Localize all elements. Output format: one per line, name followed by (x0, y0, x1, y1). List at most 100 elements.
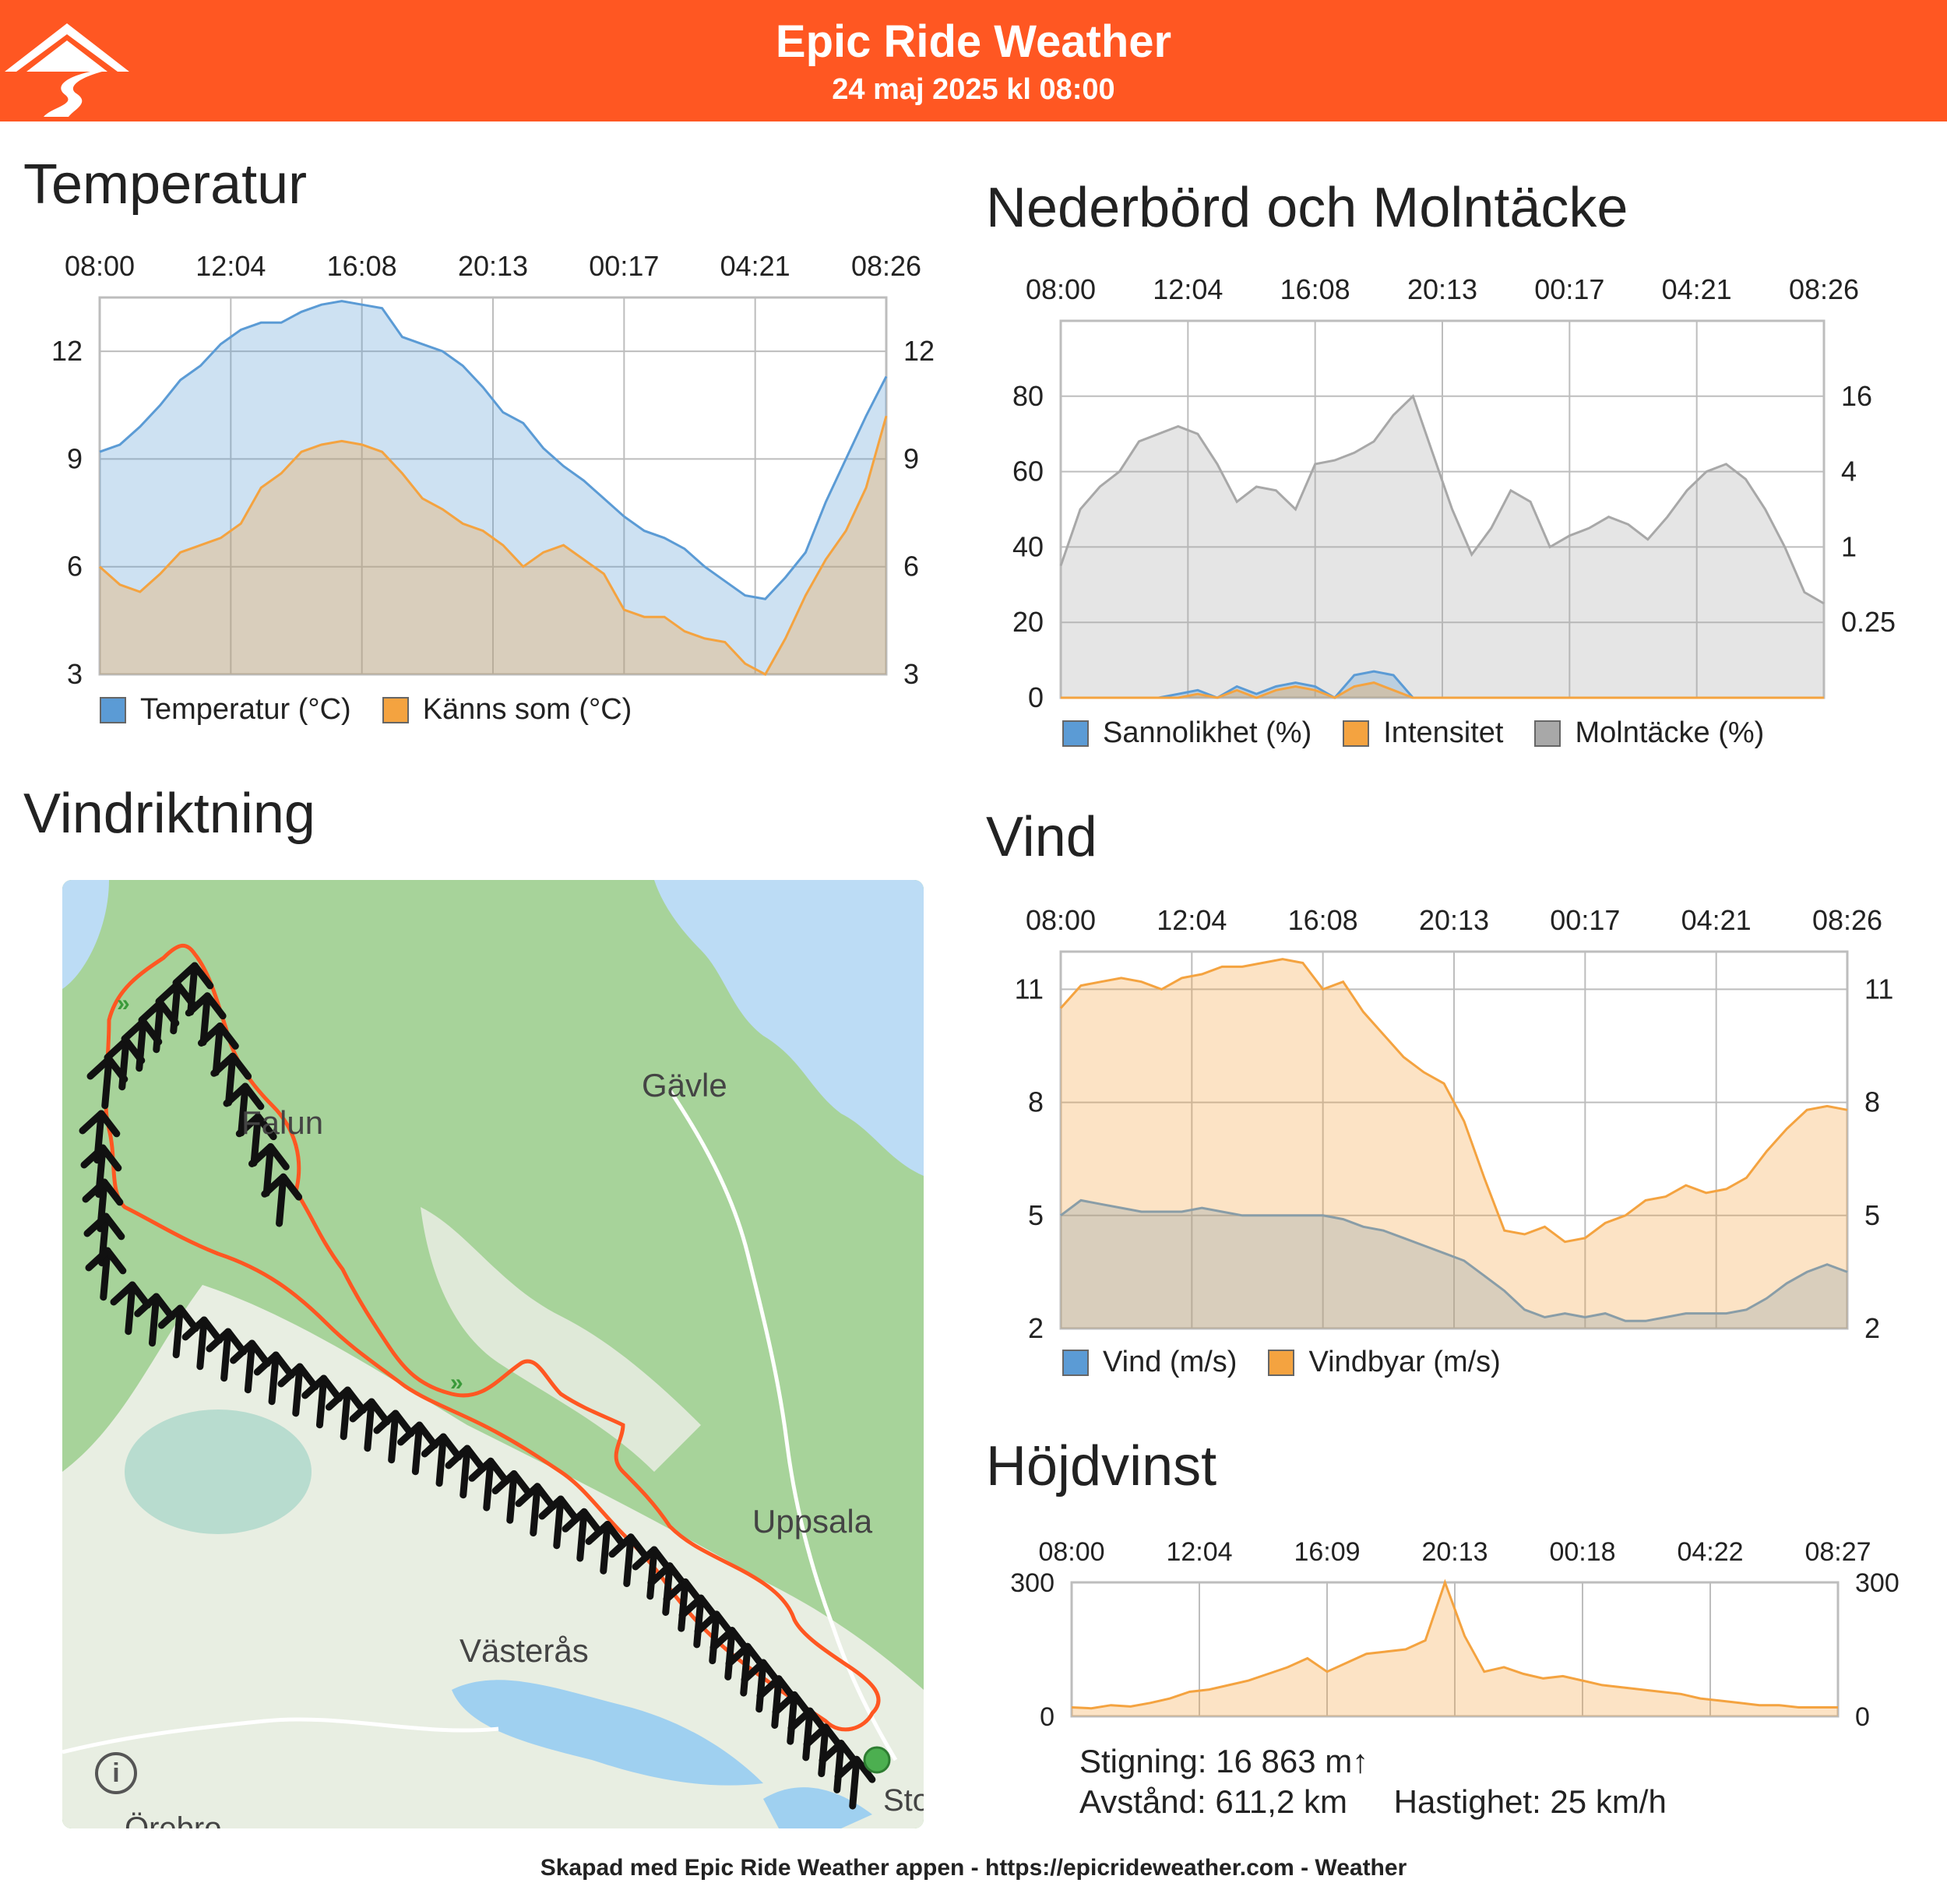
x-tick-label: 08:00 (1026, 904, 1096, 936)
series-line-1 (99, 415, 888, 677)
report-date: 24 maj 2025 kl 08:00 (832, 73, 1115, 106)
legend-label: Vindbyar (m/s) (1308, 1346, 1501, 1378)
y-tick-label-right: 6 (903, 551, 919, 582)
legend-swatch (1062, 720, 1089, 747)
x-tick-label: 08:26 (1789, 273, 1859, 305)
y-tick-label-left: 40 (1012, 530, 1044, 562)
wind-arrow (803, 1723, 845, 1778)
wind-arrow (235, 1113, 277, 1167)
wind-arrow (741, 1659, 783, 1713)
legend-label: Temperatur (°C) (140, 693, 351, 726)
wind-arrow (772, 1691, 814, 1745)
elevation-chart: 08:00 12:04 16:09 20:13 00:18 04:22 08:27 0 300 0… (1010, 1537, 1899, 1732)
legend-swatch (1343, 720, 1370, 747)
series-area-1 (100, 416, 886, 674)
legend-item-intensity[interactable]: Intensitet (1343, 716, 1503, 750)
y-tick-label-left: 9 (67, 442, 83, 474)
legend-swatch (1534, 720, 1561, 747)
wind-arrow (253, 1351, 295, 1406)
x-tick-label: 00:18 (1549, 1537, 1615, 1567)
series-line-1 (1059, 958, 1848, 1244)
series-line-2 (1059, 394, 1825, 605)
series-area-1 (1061, 959, 1847, 1329)
wind-arrow (157, 1304, 199, 1359)
x-tick-label: 00:17 (1550, 904, 1620, 936)
wind-arrow (206, 1328, 248, 1382)
precipitation-chart: 08:00 12:04 16:08 20:13 00:17 04:21 08:2602040… (1012, 273, 1896, 713)
legend-label: Vind (m/s) (1103, 1346, 1238, 1378)
climb-stat: Stigning: 16 863 m↑ (1079, 1743, 1369, 1779)
x-tick-label: 08:26 (1812, 904, 1882, 936)
series-line-0 (1071, 1578, 1838, 1710)
map-label-gavle: Gävle (642, 1067, 727, 1103)
x-tick-label: 04:21 (1662, 273, 1732, 305)
x-tick-label: 08:00 (1038, 1537, 1104, 1567)
y-tick-label-right: 12 (903, 335, 935, 367)
x-tick-label: 08:26 (851, 250, 921, 282)
legend-label: Intensitet (1383, 716, 1504, 749)
wind-arrow (608, 1533, 650, 1588)
wind-arrow (445, 1445, 487, 1499)
y-tick-label-right: 0 (1855, 1702, 1870, 1732)
distance-speed-row: Avstånd: 611,2 km Hastighet: 25 km/h (1079, 1782, 1704, 1822)
legend-item-feels-like[interactable]: Känns som (°C) (382, 693, 632, 727)
map-label-uppsala: Uppsala (752, 1503, 873, 1540)
x-tick-label: 12:04 (1153, 273, 1223, 305)
wind-arrow (172, 962, 214, 1016)
y-tick-label-left: 11 (1015, 973, 1044, 1005)
y-tick-label-right: 11 (1864, 973, 1893, 1005)
wind-arrow (787, 1707, 829, 1761)
legend-item-wind[interactable]: Vind (m/s) (1062, 1346, 1237, 1379)
series-line-0 (1060, 1198, 1848, 1322)
wind-arrow (210, 1052, 252, 1107)
precipitation-title: Nederbörd och Molntäcke (986, 177, 1628, 239)
x-tick-label: 20:13 (1421, 1537, 1488, 1567)
svg-text:»: » (450, 1370, 463, 1395)
wind-arrow (397, 1421, 438, 1476)
x-tick-label: 12:04 (1157, 904, 1227, 936)
y-tick-label-right: 1 (1841, 530, 1857, 562)
legend-item-cloud-cover[interactable]: Molntäcke (%) (1534, 716, 1764, 750)
legend-swatch (382, 696, 409, 723)
map-label-stockholm: Stock (883, 1783, 924, 1818)
wind-arrow (632, 1546, 674, 1600)
y-tick-label-left: 2 (1028, 1312, 1044, 1344)
y-tick-label-left: 300 (1010, 1568, 1054, 1598)
footer-credit[interactable]: Skapad med Epic Ride Weather appen - htt… (540, 1855, 1407, 1881)
map-canvas[interactable]: » » (62, 880, 924, 1828)
x-tick-label: 12:04 (195, 250, 266, 282)
series-line-1 (1061, 681, 1824, 699)
wind-direction-map[interactable]: » » Gävle Falun Uppsala Västerås Örebro … (62, 880, 924, 1828)
wind-arrow (694, 1610, 736, 1665)
map-label-vasteras: Västerås (459, 1632, 589, 1669)
y-tick-label-right: 0.25 (1841, 606, 1896, 638)
temperature-legend: Temperatur (°C) Känns som (°C) (100, 693, 632, 727)
wind-arrow (709, 1627, 752, 1681)
y-tick-label-left: 80 (1012, 380, 1044, 412)
legend-item-temperature[interactable]: Temperatur (°C) (100, 693, 351, 727)
y-tick-label-left: 0 (1028, 681, 1044, 713)
x-tick-label: 16:08 (327, 250, 397, 282)
wind-arrow (325, 1386, 367, 1441)
y-tick-label-left: 12 (51, 335, 83, 367)
y-tick-label-right: 8 (1864, 1086, 1880, 1118)
legend-item-gusts[interactable]: Vindbyar (m/s) (1268, 1346, 1501, 1379)
wind-arrow (647, 1562, 689, 1616)
series-area-0 (100, 301, 886, 674)
wind-arrow (421, 1433, 463, 1487)
info-icon[interactable]: i (95, 1752, 137, 1794)
wind-arrow (110, 1281, 152, 1336)
legend-label: Känns som (°C) (422, 693, 632, 726)
wind-legend: Vind (m/s) Vindbyar (m/s) (1062, 1346, 1501, 1379)
wind-arrow (134, 1293, 176, 1347)
y-tick-label-right: 300 (1855, 1568, 1899, 1598)
wind-arrow (538, 1495, 580, 1550)
x-tick-label: 00:17 (589, 250, 659, 282)
x-tick-label: 04:22 (1677, 1537, 1743, 1567)
legend-item-probability[interactable]: Sannolikhet (%) (1062, 716, 1311, 750)
x-tick-label: 20:13 (458, 250, 528, 282)
y-tick-label-right: 2 (1864, 1312, 1880, 1344)
map-label-orebro: Örebro (125, 1811, 222, 1828)
x-tick-label: 08:27 (1804, 1537, 1871, 1567)
mountain-road-logo (5, 23, 129, 117)
